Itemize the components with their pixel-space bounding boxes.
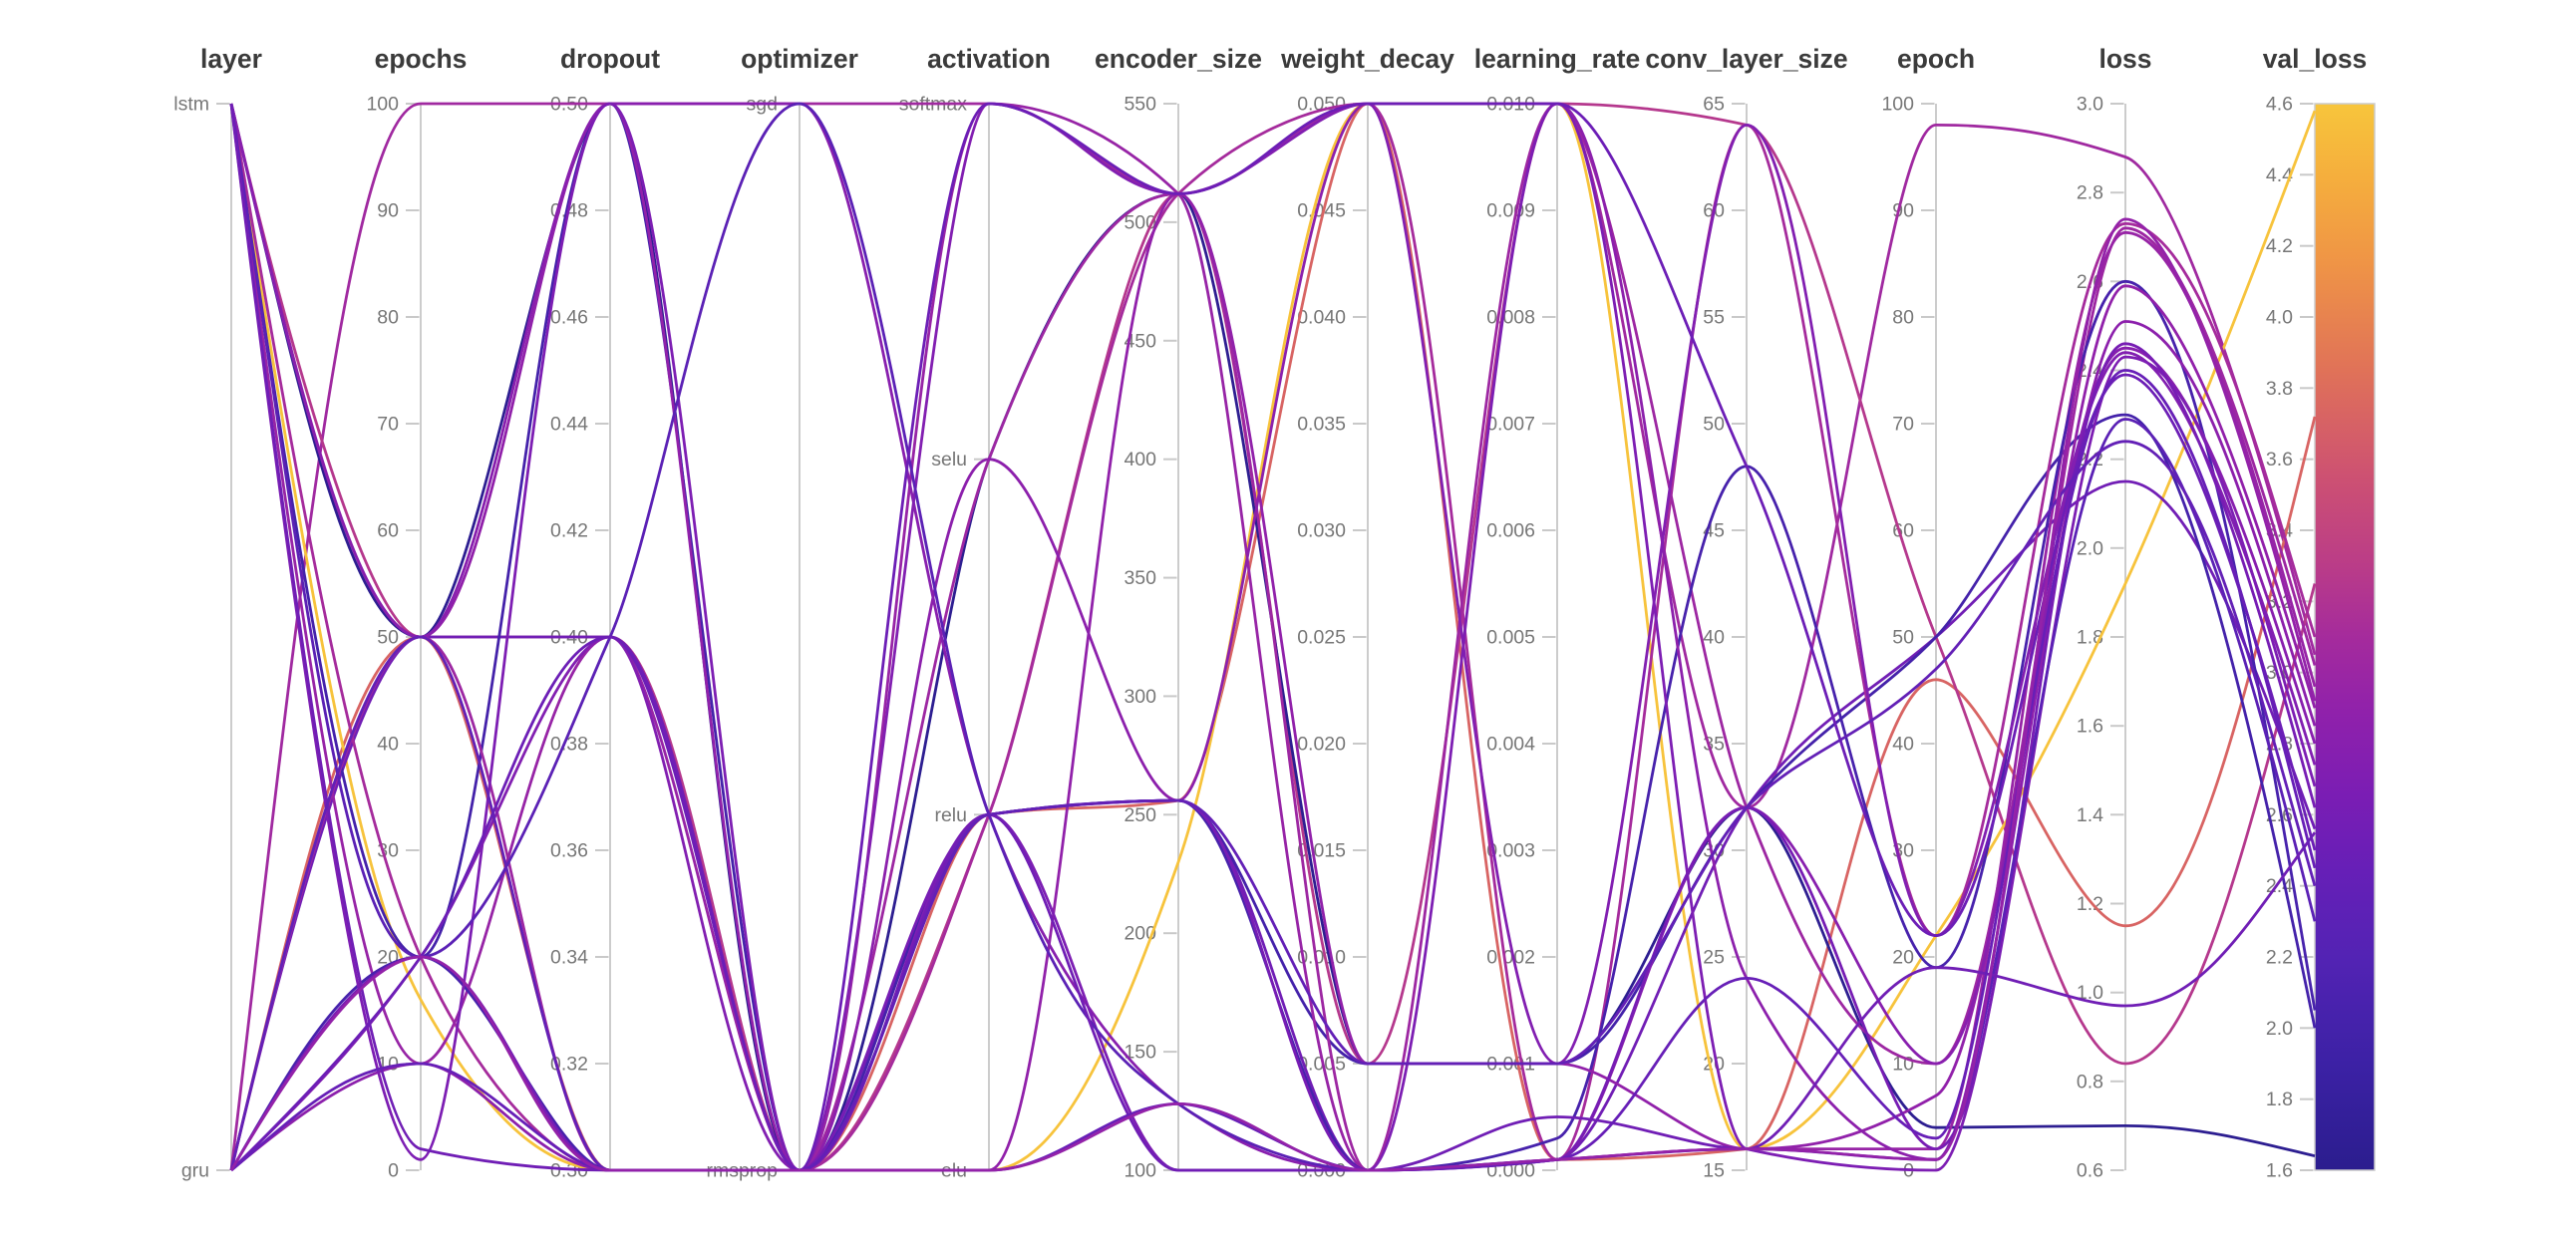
svg-text:25: 25 xyxy=(1703,947,1725,969)
svg-text:conv_layer_size: conv_layer_size xyxy=(1645,44,1847,74)
svg-text:0.006: 0.006 xyxy=(1486,520,1535,542)
svg-text:50: 50 xyxy=(1892,627,1914,649)
svg-text:0.040: 0.040 xyxy=(1297,307,1346,329)
svg-text:0.035: 0.035 xyxy=(1297,414,1346,436)
svg-text:selu: selu xyxy=(931,449,967,470)
svg-text:150: 150 xyxy=(1124,1042,1156,1064)
svg-text:2.2: 2.2 xyxy=(2266,947,2293,969)
svg-text:0.003: 0.003 xyxy=(1486,840,1535,862)
svg-text:40: 40 xyxy=(1703,627,1725,649)
svg-text:50: 50 xyxy=(377,627,399,649)
svg-text:val_loss: val_loss xyxy=(2263,44,2368,74)
svg-text:100: 100 xyxy=(1881,94,1914,116)
svg-text:0.045: 0.045 xyxy=(1297,200,1346,222)
svg-text:0.32: 0.32 xyxy=(550,1054,588,1076)
svg-text:3.0: 3.0 xyxy=(2077,94,2103,116)
svg-text:0.36: 0.36 xyxy=(550,840,588,862)
svg-text:3.8: 3.8 xyxy=(2266,378,2293,400)
svg-text:4.6: 4.6 xyxy=(2266,94,2293,116)
svg-text:450: 450 xyxy=(1124,330,1156,352)
svg-text:0.007: 0.007 xyxy=(1486,414,1535,436)
svg-text:0.030: 0.030 xyxy=(1297,520,1346,542)
svg-text:1.6: 1.6 xyxy=(2266,1160,2293,1182)
svg-text:0.6: 0.6 xyxy=(2077,1160,2103,1182)
svg-text:250: 250 xyxy=(1124,804,1156,826)
svg-text:1.4: 1.4 xyxy=(2077,804,2103,826)
svg-text:4.2: 4.2 xyxy=(2266,235,2293,257)
svg-text:gru: gru xyxy=(181,1160,209,1182)
svg-text:2.8: 2.8 xyxy=(2077,182,2103,204)
svg-text:weight_decay: weight_decay xyxy=(1280,44,1454,74)
svg-text:35: 35 xyxy=(1703,734,1725,756)
svg-text:epochs: epochs xyxy=(375,44,468,74)
svg-text:0.009: 0.009 xyxy=(1486,200,1535,222)
svg-text:550: 550 xyxy=(1124,94,1156,116)
svg-text:2.0: 2.0 xyxy=(2077,537,2103,559)
svg-text:50: 50 xyxy=(1703,414,1725,436)
svg-text:loss: loss xyxy=(2098,44,2151,74)
svg-text:15: 15 xyxy=(1703,1160,1725,1182)
svg-text:300: 300 xyxy=(1124,686,1156,708)
svg-text:0.8: 0.8 xyxy=(2077,1071,2103,1093)
svg-text:learning_rate: learning_rate xyxy=(1474,44,1640,74)
svg-text:encoder_size: encoder_size xyxy=(1095,44,1262,74)
svg-text:epoch: epoch xyxy=(1897,44,1975,74)
svg-text:200: 200 xyxy=(1124,923,1156,945)
svg-text:layer: layer xyxy=(200,44,262,74)
svg-text:0.020: 0.020 xyxy=(1297,734,1346,756)
svg-text:0.46: 0.46 xyxy=(550,307,588,329)
svg-text:100: 100 xyxy=(366,94,399,116)
svg-text:0.44: 0.44 xyxy=(550,414,588,436)
svg-text:40: 40 xyxy=(1892,734,1914,756)
svg-text:3.6: 3.6 xyxy=(2266,449,2293,470)
svg-text:0.008: 0.008 xyxy=(1486,307,1535,329)
svg-text:2.0: 2.0 xyxy=(2266,1018,2293,1040)
svg-text:1.8: 1.8 xyxy=(2266,1089,2293,1110)
svg-text:0.005: 0.005 xyxy=(1486,627,1535,649)
svg-text:relu: relu xyxy=(934,804,967,826)
svg-text:40: 40 xyxy=(377,734,399,756)
svg-text:60: 60 xyxy=(377,520,399,542)
svg-text:100: 100 xyxy=(1124,1160,1156,1182)
svg-text:55: 55 xyxy=(1703,307,1725,329)
svg-text:0.025: 0.025 xyxy=(1297,627,1346,649)
svg-text:4.0: 4.0 xyxy=(2266,307,2293,329)
svg-text:0.004: 0.004 xyxy=(1486,734,1535,756)
svg-text:400: 400 xyxy=(1124,449,1156,470)
svg-text:0.34: 0.34 xyxy=(550,947,588,969)
svg-text:1.6: 1.6 xyxy=(2077,716,2103,738)
svg-text:optimizer: optimizer xyxy=(741,44,858,74)
svg-text:4.4: 4.4 xyxy=(2266,164,2293,186)
svg-text:30: 30 xyxy=(377,840,399,862)
svg-text:350: 350 xyxy=(1124,567,1156,589)
svg-text:0.38: 0.38 xyxy=(550,734,588,756)
svg-text:20: 20 xyxy=(1892,947,1914,969)
svg-text:activation: activation xyxy=(927,44,1051,74)
svg-text:70: 70 xyxy=(1892,414,1914,436)
svg-text:0.42: 0.42 xyxy=(550,520,588,542)
svg-text:90: 90 xyxy=(377,200,399,222)
svg-text:65: 65 xyxy=(1703,94,1725,116)
svg-text:70: 70 xyxy=(377,414,399,436)
svg-text:dropout: dropout xyxy=(560,44,660,74)
svg-text:lstm: lstm xyxy=(173,94,209,116)
svg-text:80: 80 xyxy=(377,307,399,329)
svg-text:0: 0 xyxy=(388,1160,399,1182)
svg-text:80: 80 xyxy=(1892,307,1914,329)
